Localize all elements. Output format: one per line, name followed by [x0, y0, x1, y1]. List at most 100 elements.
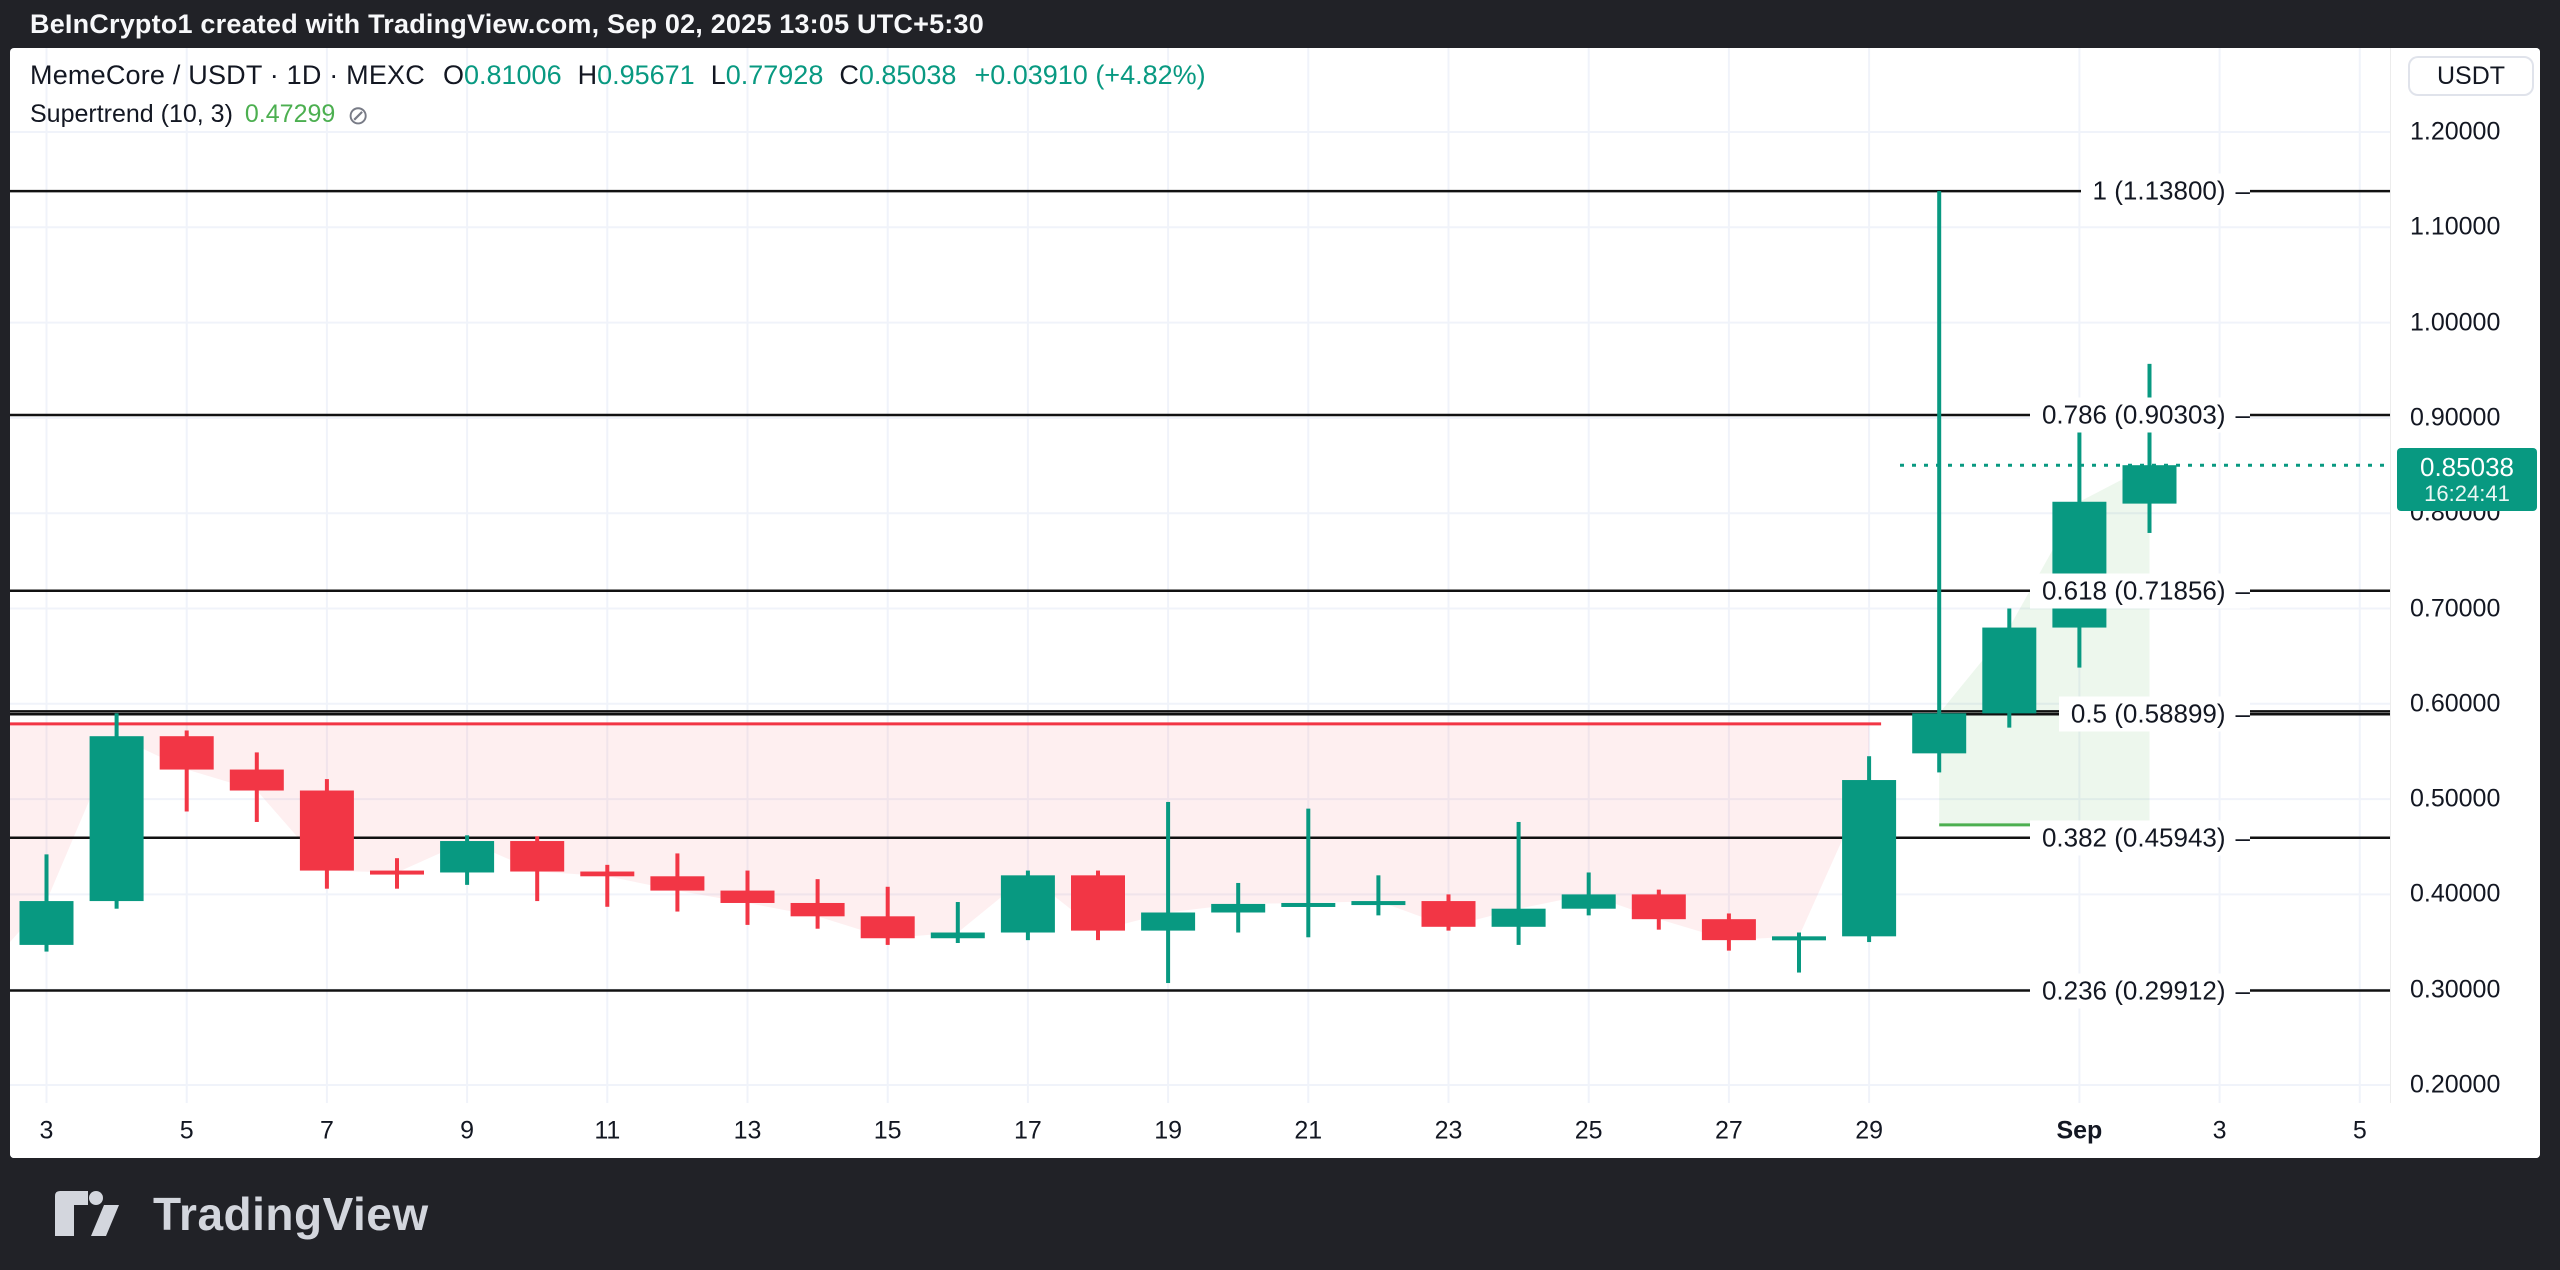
candle-wick: [1166, 801, 1171, 984]
candle-body: [1141, 912, 1196, 931]
symbol-legend: MemeCore / USDT · 1D · MEXC O0.81006 H0.9…: [30, 60, 1206, 129]
time-axis-label: 19: [1154, 1116, 1182, 1144]
candle-body: [1281, 902, 1336, 907]
price-axis-label: 0.60000: [2410, 689, 2501, 718]
bar-countdown: 16:24:41: [2424, 481, 2510, 507]
candle-body: [510, 841, 565, 872]
price-axis-label: 1.00000: [2410, 308, 2501, 337]
price-axis-label: 0.30000: [2410, 975, 2501, 1004]
last-price-badge: 0.85038 16:24:41: [2397, 448, 2537, 512]
candle-body: [370, 870, 424, 875]
candle-wick: [2147, 363, 2152, 533]
candle-body: [229, 769, 284, 791]
fib-level-label: 0.786 (0.90303) –: [2029, 397, 2250, 433]
candle-wick: [184, 730, 189, 812]
footer-bar: TradingView: [0, 1158, 2560, 1270]
candle-wick: [1586, 872, 1591, 916]
time-axis-label: 21: [1294, 1116, 1323, 1144]
candle-body: [650, 876, 705, 891]
time-axis-label: 3: [2212, 1116, 2227, 1144]
candle-body: [930, 932, 985, 939]
price-axis-label: 0.50000: [2410, 784, 2501, 813]
time-axis-label: 7: [319, 1116, 334, 1144]
price-axis-label: 0.40000: [2410, 879, 2501, 908]
price-axis-label: 0.70000: [2410, 594, 2501, 622]
price-axis-label: 1.10000: [2410, 212, 2501, 241]
ohlc-item: O0.81006: [442, 60, 562, 90]
candle-body: [159, 736, 214, 770]
attribution-bar: BeInCrypto1 created with TradingView.com…: [0, 0, 2560, 48]
symbol-header: MemeCore / USDT · 1D · MEXC O0.81006 H0.9…: [30, 60, 1206, 91]
candle-wick: [1516, 821, 1521, 945]
tradingview-logo-icon: [55, 1191, 119, 1236]
candle-body: [440, 841, 495, 873]
ohlc-item: L0.77928: [710, 60, 824, 90]
time-axis-label: 17: [1013, 1116, 1042, 1144]
change-readout: +0.03910 (+4.82%): [974, 60, 1206, 90]
symbol-title[interactable]: MemeCore / USDT · 1D · MEXC: [30, 60, 425, 90]
candle-body: [299, 790, 354, 871]
indicator-supertrend[interactable]: Supertrend (10, 3) 0.47299 ⊘: [30, 100, 1206, 129]
indicator-value: 0.47299: [244, 100, 336, 128]
candle-wick: [1306, 808, 1311, 938]
candle-wick: [605, 864, 610, 907]
time-axis[interactable]: 3 5 7 9 11 13 15 17 19 21 23 25 27 29 Sep 3 5: [10, 1103, 2540, 1158]
candle-body: [1421, 901, 1476, 927]
candle-body: [1701, 919, 1756, 941]
price-axis-label: 1.20000: [2410, 117, 2501, 146]
time-axis-label: 5: [179, 1116, 194, 1144]
candlestick-chart[interactable]: [10, 48, 2390, 1103]
chart-card: 1 (1.13800) – 0.786 (0.90303) – 0.618 (0.718…: [10, 48, 2540, 1158]
fib-level-label: 1 (1.13800) –: [2080, 173, 2250, 209]
currency-button[interactable]: USDT: [2408, 56, 2534, 96]
price-axis[interactable]: USDT 0.85038 16:24:41 1.20000 1.10000 1.00…: [2390, 48, 2540, 1103]
ohlc-item: H0.95671: [577, 60, 695, 90]
time-axis-label: 27: [1714, 1116, 1743, 1144]
time-axis-label: 25: [1574, 1116, 1603, 1144]
time-axis-label: 13: [733, 1116, 762, 1144]
candle-wick: [1376, 875, 1381, 916]
candle-body: [1211, 903, 1266, 913]
price-axis-label: 0.90000: [2410, 403, 2501, 432]
time-axis-label: 15: [873, 1116, 902, 1144]
candle-body: [1561, 894, 1616, 909]
fib-level-label: 0.236 (0.29912) –: [2029, 973, 2250, 1009]
candle-body: [19, 901, 74, 945]
tradingview-logo[interactable]: TradingView: [0, 1187, 429, 1241]
time-axis-label: 29: [1855, 1116, 1883, 1144]
candle-body: [2122, 465, 2177, 504]
tradingview-wordmark: TradingView: [153, 1188, 429, 1240]
fib-level-label: 0.618 (0.71856) –: [2029, 573, 2250, 609]
time-axis-label: 9: [460, 1116, 475, 1144]
candle-body: [1631, 894, 1686, 920]
time-axis-label: 11: [594, 1116, 621, 1144]
candle-body: [2052, 501, 2107, 628]
candle-body: [720, 890, 775, 903]
time-axis-label: Sep: [2056, 1116, 2103, 1144]
candle-wick: [955, 902, 960, 944]
candle-body: [1491, 908, 1546, 927]
candle-body: [860, 916, 915, 939]
fib-level-label: 0.382 (0.45943) –: [2029, 820, 2250, 856]
candle-body: [1772, 936, 1826, 941]
candle-body: [1000, 875, 1055, 933]
time-axis-label: 5: [2352, 1116, 2367, 1144]
candle-wick: [1797, 932, 1801, 973]
candle-body: [1071, 875, 1125, 931]
last-price-value: 0.85038: [2420, 452, 2514, 483]
time-axis-label: 3: [39, 1116, 54, 1144]
indicator-name: Supertrend (10, 3): [30, 100, 233, 128]
candle-body: [1982, 627, 2037, 714]
price-axis-label: 0.20000: [2410, 1070, 2501, 1099]
time-axis-label: 23: [1434, 1116, 1463, 1144]
candle-wick: [885, 886, 890, 945]
candle-body: [1912, 713, 1967, 754]
ohlc-item: C0.85038: [839, 60, 957, 90]
candle-body: [1351, 901, 1406, 906]
candle-body: [790, 902, 845, 917]
chart-plot[interactable]: 1 (1.13800) – 0.786 (0.90303) – 0.618 (0.718…: [10, 48, 2390, 1103]
indicator-hidden-icon[interactable]: ⊘: [347, 99, 370, 130]
candle-body: [580, 871, 635, 877]
candle-body: [1842, 780, 1897, 937]
candle-wick: [1937, 191, 1942, 773]
